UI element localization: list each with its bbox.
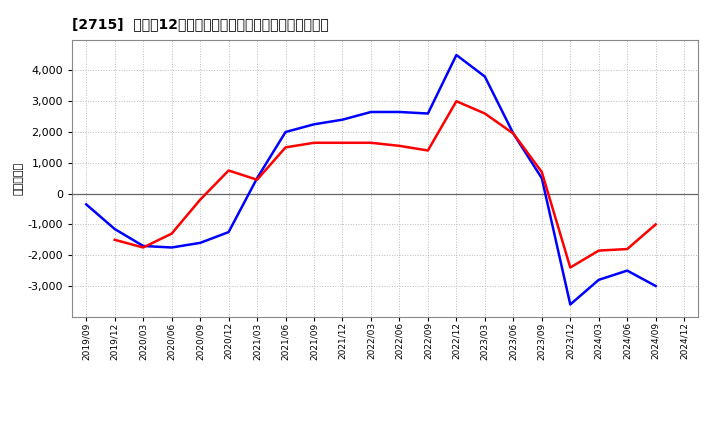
経常利益: [395, 109, 404, 114]
経常利益: [139, 243, 148, 249]
経常利益: [480, 74, 489, 79]
経常利益: [509, 131, 518, 136]
当期純利益: [196, 197, 204, 202]
当期純利益: [566, 265, 575, 270]
経常利益: [423, 111, 432, 116]
当期純利益: [310, 140, 318, 145]
当期純利益: [282, 145, 290, 150]
当期純利益: [110, 237, 119, 242]
当期純利益: [537, 169, 546, 175]
当期純利益: [338, 140, 347, 145]
Text: [2715]  利益だ12か月移動合計の対前年同期増減額の推移: [2715] 利益だ12か月移動合計の対前年同期増減額の推移: [72, 18, 329, 32]
経常利益: [537, 176, 546, 181]
経常利益: [652, 283, 660, 289]
当期純利益: [452, 99, 461, 104]
経常利益: [282, 129, 290, 135]
当期純利益: [395, 143, 404, 148]
当期純利益: [139, 245, 148, 250]
当期純利益: [480, 111, 489, 116]
経常利益: [310, 121, 318, 127]
当期純利益: [595, 248, 603, 253]
当期純利益: [509, 131, 518, 136]
当期純利益: [652, 222, 660, 227]
Line: 経常利益: 経常利益: [86, 55, 656, 304]
経常利益: [366, 109, 375, 114]
当期純利益: [623, 246, 631, 252]
当期純利益: [225, 168, 233, 173]
Line: 当期純利益: 当期純利益: [114, 101, 656, 268]
経常利益: [338, 117, 347, 122]
当期純利益: [423, 148, 432, 153]
当期純利益: [167, 231, 176, 236]
Y-axis label: （百万円）: （百万円）: [13, 161, 23, 195]
経常利益: [110, 226, 119, 231]
経常利益: [253, 176, 261, 181]
当期純利益: [253, 177, 261, 182]
経常利益: [623, 268, 631, 273]
経常利益: [595, 277, 603, 282]
経常利益: [452, 52, 461, 58]
経常利益: [167, 245, 176, 250]
経常利益: [225, 229, 233, 235]
経常利益: [82, 202, 91, 207]
経常利益: [566, 302, 575, 307]
経常利益: [196, 240, 204, 246]
当期純利益: [366, 140, 375, 145]
